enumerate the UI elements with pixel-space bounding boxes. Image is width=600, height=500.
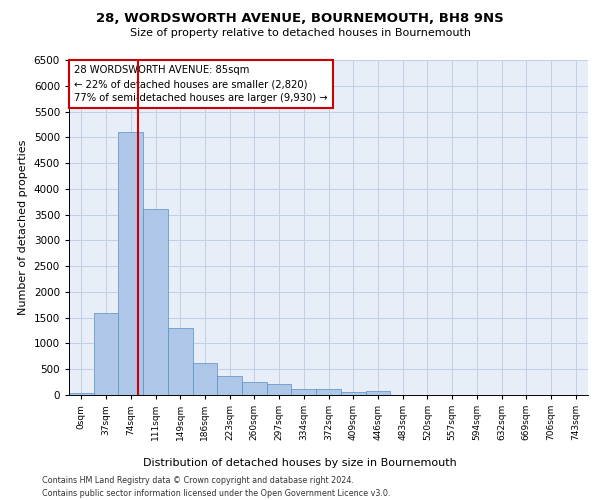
Bar bbox=[341, 392, 365, 395]
Bar bbox=[143, 210, 168, 395]
Text: Size of property relative to detached houses in Bournemouth: Size of property relative to detached ho… bbox=[130, 28, 470, 38]
Y-axis label: Number of detached properties: Number of detached properties bbox=[18, 140, 28, 315]
Bar bbox=[292, 389, 316, 395]
Bar bbox=[316, 390, 341, 395]
Text: 28, WORDSWORTH AVENUE, BOURNEMOUTH, BH8 9NS: 28, WORDSWORTH AVENUE, BOURNEMOUTH, BH8 … bbox=[96, 12, 504, 26]
Text: Contains HM Land Registry data © Crown copyright and database right 2024.: Contains HM Land Registry data © Crown c… bbox=[42, 476, 354, 485]
Bar bbox=[267, 384, 292, 395]
Bar bbox=[365, 391, 390, 395]
Bar bbox=[94, 312, 118, 395]
Bar bbox=[118, 132, 143, 395]
Bar bbox=[168, 328, 193, 395]
Text: Distribution of detached houses by size in Bournemouth: Distribution of detached houses by size … bbox=[143, 458, 457, 468]
Bar bbox=[193, 363, 217, 395]
Bar bbox=[69, 394, 94, 395]
Text: 28 WORDSWORTH AVENUE: 85sqm
← 22% of detached houses are smaller (2,820)
77% of : 28 WORDSWORTH AVENUE: 85sqm ← 22% of det… bbox=[74, 65, 328, 103]
Text: Contains public sector information licensed under the Open Government Licence v3: Contains public sector information licen… bbox=[42, 489, 391, 498]
Bar bbox=[217, 376, 242, 395]
Bar bbox=[242, 382, 267, 395]
